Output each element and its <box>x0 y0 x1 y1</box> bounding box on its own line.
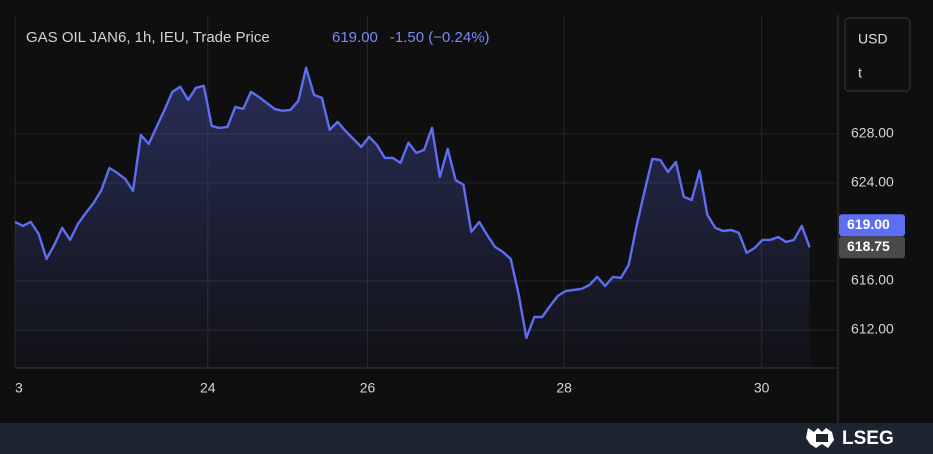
currency: USD <box>858 31 888 47</box>
price-badge-label: 619.00 <box>847 216 890 232</box>
x-tick-label: 30 <box>754 380 770 396</box>
price-badge <box>839 236 905 259</box>
x-tick-label: 3 <box>15 380 23 396</box>
footer <box>0 423 933 454</box>
x-tick-label: 24 <box>200 380 216 396</box>
unit: t <box>858 65 862 81</box>
currency-box[interactable] <box>844 17 911 92</box>
axes: 612.00 616.00 624.00 628.00 3 24 26 28 30 619.00 6… <box>15 125 905 396</box>
brand: LSEG <box>842 428 894 449</box>
price-change: -1.50 (−0.24%) <box>390 29 490 46</box>
area <box>15 67 810 369</box>
plot <box>14 66 811 369</box>
chart-title: GAS OIL JAN6, 1h, IEU, Trade Price <box>26 29 270 46</box>
y-tick-label: 628.00 <box>851 125 894 141</box>
last-price: 619.00 <box>332 29 378 46</box>
y-tick-label: 612.00 <box>851 321 894 337</box>
y-tick-label: 624.00 <box>851 174 894 190</box>
price-badge-label: 618.75 <box>847 238 890 254</box>
price-badge <box>839 214 905 237</box>
y-tick-label: 616.00 <box>851 272 894 288</box>
x-tick-label: 28 <box>556 380 572 396</box>
x-tick-label: 26 <box>360 380 376 396</box>
brand-icon <box>806 428 834 448</box>
price-line <box>14 66 811 340</box>
